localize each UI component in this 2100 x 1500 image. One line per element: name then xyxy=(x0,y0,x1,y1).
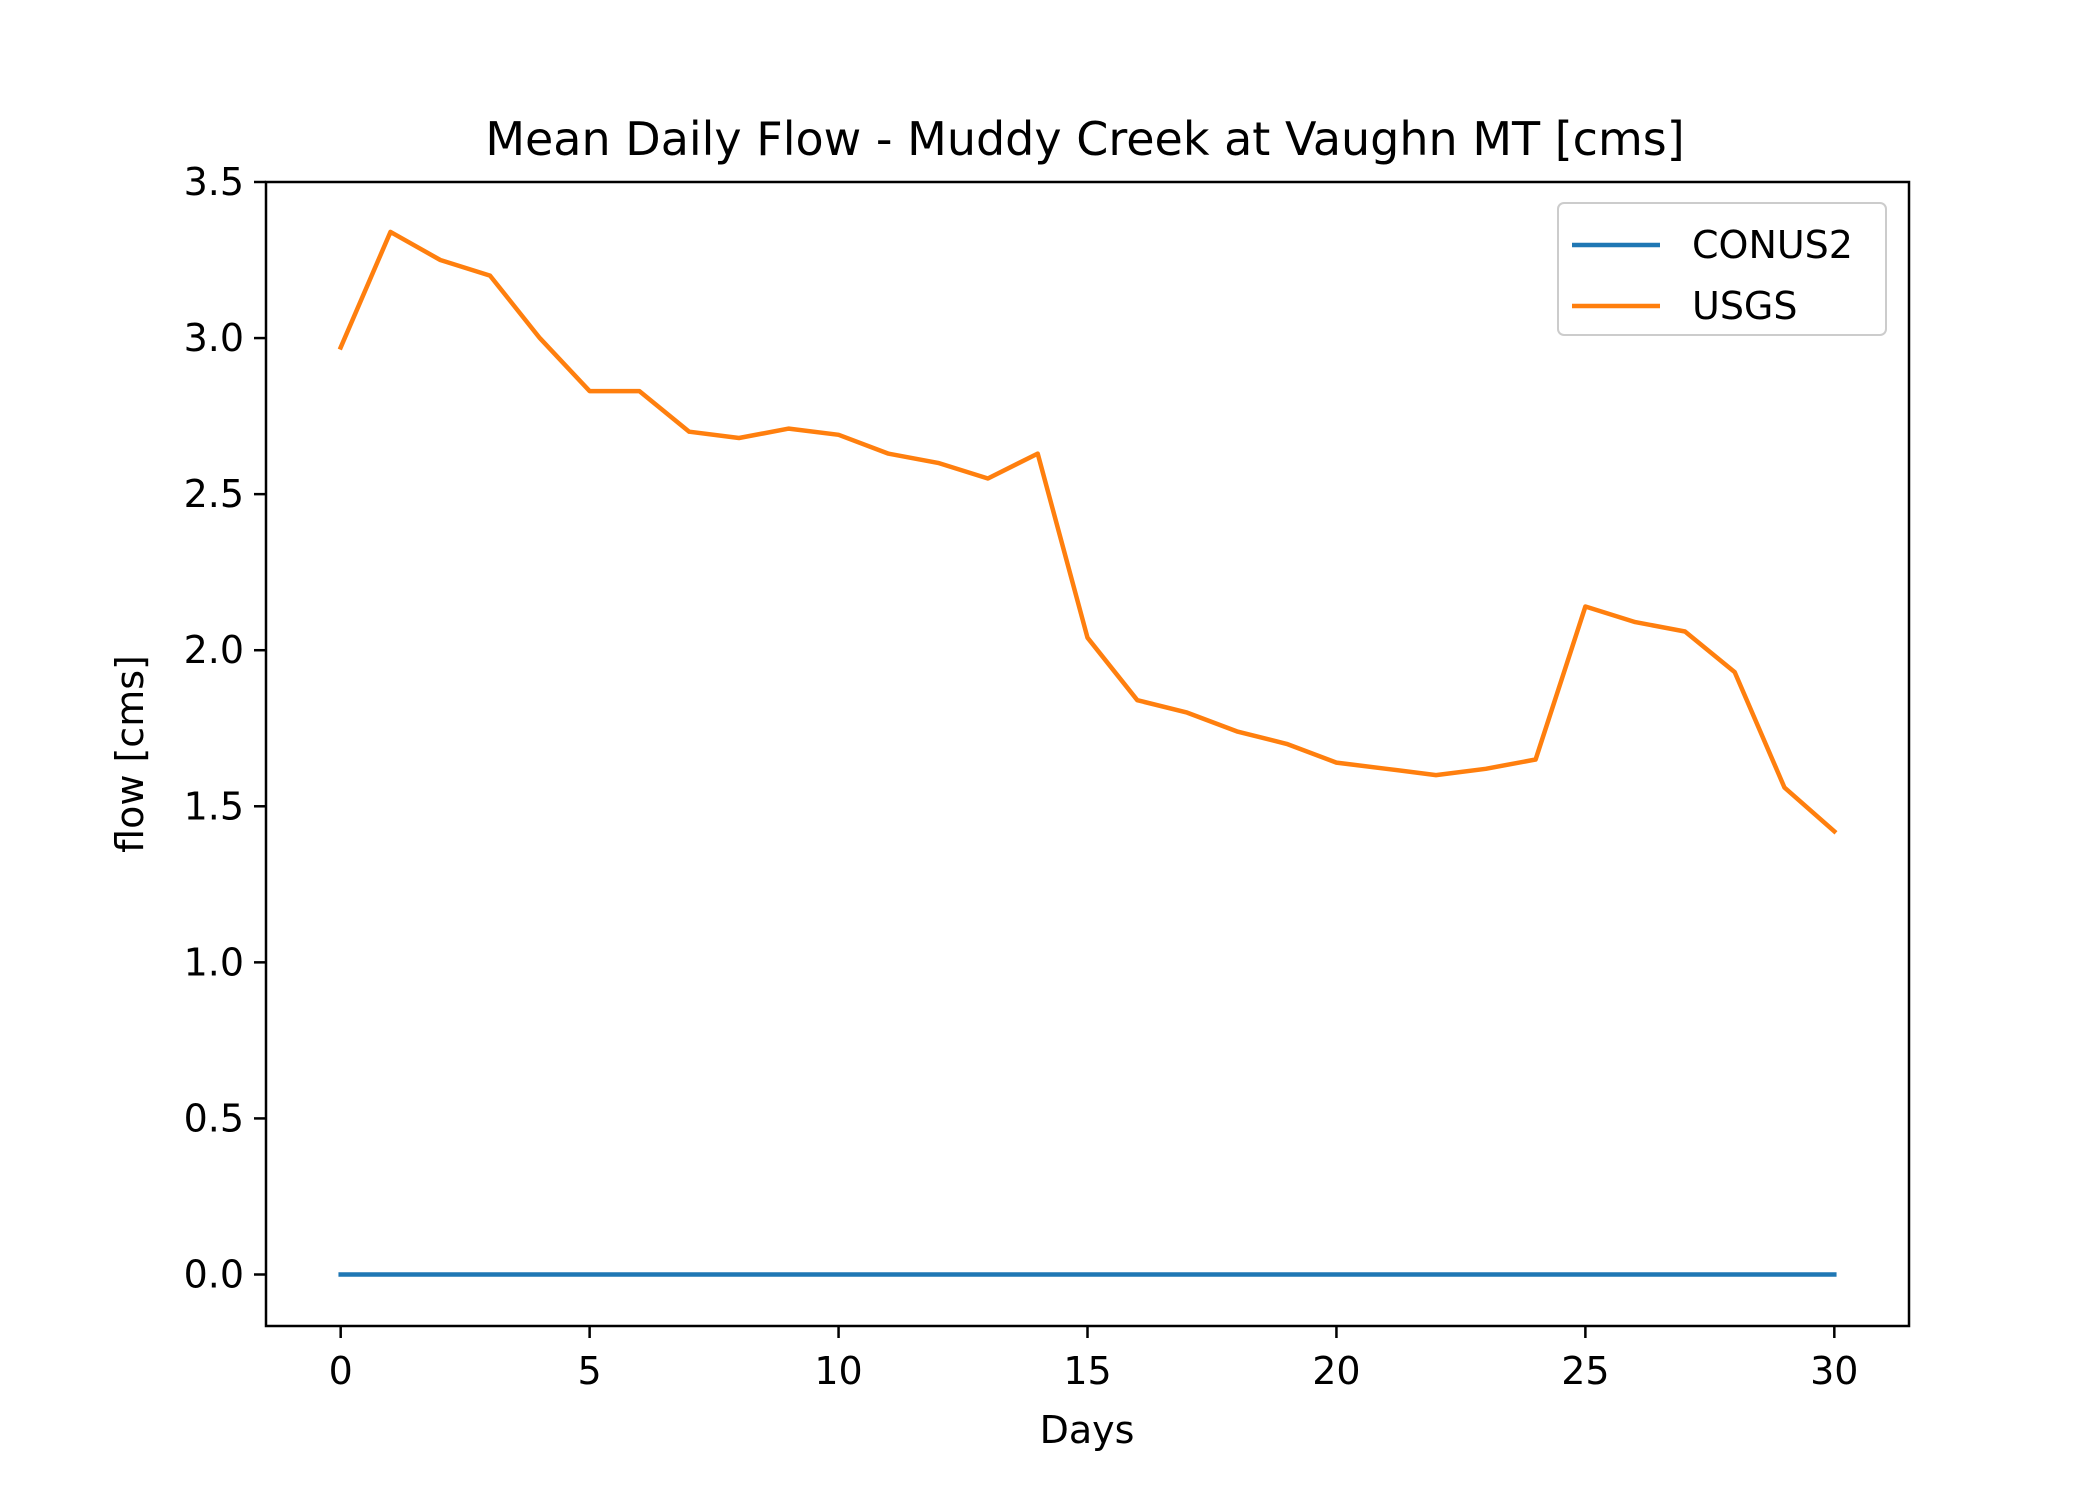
chart-title: Mean Daily Flow - Muddy Creek at Vaughn … xyxy=(485,112,1684,166)
legend-label: USGS xyxy=(1692,284,1798,328)
x-axis-label: Days xyxy=(1040,1408,1135,1452)
x-axis: 0 5 10 15 20 25 30 xyxy=(329,1326,1858,1393)
axes-frame xyxy=(264,180,1911,1328)
x-tick-label: 30 xyxy=(1810,1349,1858,1393)
y-tick-label: 1.0 xyxy=(184,940,244,984)
legend-label: CONUS2 xyxy=(1692,223,1853,267)
x-tick-label: 15 xyxy=(1063,1349,1111,1393)
series-layer xyxy=(337,229,1838,1277)
y-tick-label: 3.5 xyxy=(184,160,244,204)
y-tick-label: 0.0 xyxy=(184,1252,244,1296)
x-tick-label: 5 xyxy=(578,1349,602,1393)
y-tick-label: 0.5 xyxy=(184,1096,244,1140)
y-tick-label: 2.0 xyxy=(184,628,244,672)
x-tick-label: 10 xyxy=(814,1349,862,1393)
x-tick-label: 0 xyxy=(329,1349,353,1393)
y-tick-label: 1.5 xyxy=(184,784,244,828)
y-tick-label: 2.5 xyxy=(184,472,244,516)
series-line-usgs xyxy=(337,229,1838,835)
y-axis-label: flow [cms] xyxy=(108,655,152,853)
x-tick-label: 20 xyxy=(1312,1349,1360,1393)
y-axis: 0.0 0.5 1.0 1.5 2.0 2.5 3.0 3.5 xyxy=(184,160,266,1296)
legend: CONUS2 USGS xyxy=(1557,202,1887,336)
legend-box xyxy=(1557,202,1887,336)
y-tick-label: 3.0 xyxy=(184,316,244,360)
x-tick-label: 25 xyxy=(1561,1349,1609,1393)
